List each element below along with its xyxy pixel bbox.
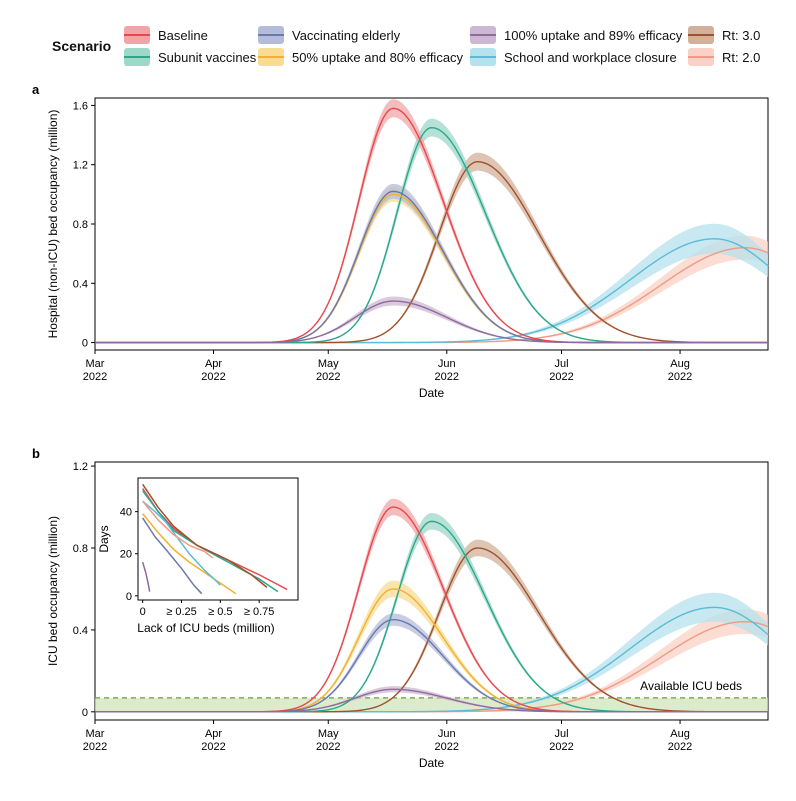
x-tick-month: Mar xyxy=(86,728,105,740)
inset-y-tick-label: 0 xyxy=(126,591,132,603)
legend-swatch xyxy=(124,26,150,44)
y-tick-label: 0 xyxy=(82,338,88,350)
x-tick-month: Apr xyxy=(205,358,222,370)
x-tick-month: Jun xyxy=(438,728,456,740)
icu-capacity-annotation: Available ICU beds xyxy=(640,679,742,693)
inset-x-tick-label: 0 xyxy=(140,606,146,618)
y-axis-label: ICU bed occupancy (million) xyxy=(46,516,60,666)
legend-item-rt-2-0: Rt: 2.0 xyxy=(688,46,760,68)
y-tick-label: 0 xyxy=(82,707,88,719)
band-school-and-workplace-closure xyxy=(95,592,768,712)
x-tick-year: 2022 xyxy=(435,371,459,383)
inset-chart: 0 20 40 0 ≥ 0.25 ≥ 0.5 ≥ 0.75 Days Lack of ICU b… xyxy=(97,477,299,635)
x-axis-label: Date xyxy=(419,386,445,400)
x-tick-month: Apr xyxy=(205,728,222,740)
band-school-and-workplace-closure xyxy=(95,223,768,343)
x-tick-month: Aug xyxy=(670,358,690,370)
panel-a-label: a xyxy=(32,82,40,97)
band-100-uptake-and-89-efficacy xyxy=(95,296,768,343)
inset-line-50-uptake-and-80-efficacy xyxy=(142,513,237,595)
y-tick-label: 1.2 xyxy=(73,461,88,473)
x-tick-year: 2022 xyxy=(549,371,573,383)
x-tick-year: 2022 xyxy=(435,741,459,753)
inset-x-tick-label: ≥ 0.75 xyxy=(244,606,275,618)
legend-label: Rt: 2.0 xyxy=(722,49,761,65)
panel-b-label: b xyxy=(32,446,40,461)
inset-x-axis-label: Lack of ICU beds (million) xyxy=(137,621,274,635)
icu-capacity-area xyxy=(95,697,768,712)
inset-line-rt-2-0 xyxy=(142,500,214,559)
legend-item-school-and-workplace-closure: School and workplace closure xyxy=(470,46,677,68)
legend-label: 100% uptake and 89% efficacy xyxy=(504,27,683,43)
panel-b-chart: b 0 0.4 0.8 1.2 ICU bed occupancy (million) M… xyxy=(32,446,769,770)
x-tick-year: 2022 xyxy=(668,741,692,753)
y-tick-label: 1.6 xyxy=(73,100,88,112)
legend-label: Baseline xyxy=(158,27,208,43)
line-50-uptake-and-80-efficacy xyxy=(95,193,768,344)
legend-swatch xyxy=(124,48,150,66)
y-tick-label: 0.4 xyxy=(73,278,88,290)
x-tick-year: 2022 xyxy=(316,371,340,383)
x-tick-year: 2022 xyxy=(549,741,573,753)
plot-frame xyxy=(94,461,769,721)
legend: Scenario Baseline Subunit vaccines Vaccina… xyxy=(0,0,796,80)
x-tick-year: 2022 xyxy=(83,741,107,753)
legend-label: Rt: 3.0 xyxy=(722,27,761,43)
inset-line-school-and-workplace-closure xyxy=(142,500,221,586)
legend-item-baseline: Baseline xyxy=(124,24,208,46)
legend-swatch xyxy=(688,48,714,66)
x-tick-month: May xyxy=(318,358,339,370)
legend-item-subunit-vaccines: Subunit vaccines xyxy=(124,46,256,68)
x-tick-month: Mar xyxy=(86,358,105,370)
legend-swatch xyxy=(688,26,714,44)
inset-y-tick-label: 40 xyxy=(120,507,132,519)
legend-swatch xyxy=(258,26,284,44)
legend-label: 50% uptake and 80% efficacy xyxy=(292,49,464,65)
inset-y-tick-label: 20 xyxy=(120,549,132,561)
y-tick-label: 0.8 xyxy=(73,543,88,555)
x-tick-month: Jul xyxy=(554,358,568,370)
line-100-uptake-and-89-efficacy xyxy=(95,688,768,713)
y-axis-label: Hospital (non-ICU) bed occupancy (millio… xyxy=(46,110,60,339)
inset-x-tick-label: ≥ 0.5 xyxy=(208,606,232,618)
legend-swatch xyxy=(258,48,284,66)
inset-x-tick-label: ≥ 0.25 xyxy=(166,606,197,618)
x-tick-year: 2022 xyxy=(83,371,107,383)
x-tick-month: Jun xyxy=(438,358,456,370)
legend-label: Vaccinating elderly xyxy=(292,27,401,43)
inset-line-vaccinating-elderly xyxy=(142,517,203,595)
panel-a-chart: a 0 0.4 0.8 1.2 1.6 Hospital (non-ICU) bed oc… xyxy=(32,82,769,400)
legend-item-100-uptake-and-89-efficacy: 100% uptake and 89% efficacy xyxy=(470,24,682,46)
x-tick-month: May xyxy=(318,728,339,740)
legend-item-vaccinating-elderly: Vaccinating elderly xyxy=(258,24,400,46)
x-tick-year: 2022 xyxy=(316,741,340,753)
x-tick-year: 2022 xyxy=(201,741,225,753)
x-axis-label: Date xyxy=(419,756,445,770)
x-tick-month: Aug xyxy=(670,728,690,740)
legend-label: Subunit vaccines xyxy=(158,49,257,65)
x-tick-month: Jul xyxy=(554,728,568,740)
legend-swatch xyxy=(470,26,496,44)
x-tick-year: 2022 xyxy=(201,371,225,383)
line-100-uptake-and-89-efficacy xyxy=(95,300,768,344)
legend-swatch xyxy=(470,48,496,66)
inset-line-100-uptake-and-89-efficacy xyxy=(141,561,151,592)
y-tick-label: 0.8 xyxy=(73,219,88,231)
y-tick-label: 1.2 xyxy=(73,160,88,172)
x-tick-year: 2022 xyxy=(668,371,692,383)
legend-title: Scenario xyxy=(52,38,112,54)
line-vaccinating-elderly xyxy=(95,190,768,344)
y-tick-label: 0.4 xyxy=(73,625,88,637)
legend-item-50-uptake-and-80-efficacy: 50% uptake and 80% efficacy xyxy=(258,46,463,68)
inset-line-rt-3-0 xyxy=(142,483,268,588)
inset-y-axis-label: Days xyxy=(97,525,111,552)
legend-item-rt-3-0: Rt: 3.0 xyxy=(688,24,760,46)
legend-label: School and workplace closure xyxy=(504,49,677,65)
